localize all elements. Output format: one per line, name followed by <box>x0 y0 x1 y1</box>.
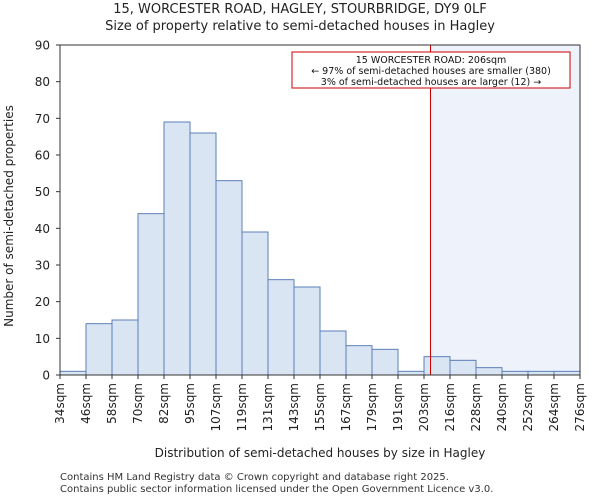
y-tick-label: 60 <box>35 149 50 163</box>
x-tick-label: 276sqm <box>573 383 587 431</box>
x-tick-label: 131sqm <box>261 383 275 431</box>
y-tick-label: 40 <box>35 222 50 236</box>
x-tick-label: 167sqm <box>339 383 353 431</box>
histogram-bar <box>85 323 113 376</box>
x-tick-label: 70sqm <box>131 383 145 424</box>
x-tick-label: 155sqm <box>313 383 327 431</box>
histogram-bar <box>553 370 581 376</box>
x-tick-label: 264sqm <box>547 383 561 431</box>
x-tick-label: 107sqm <box>209 383 223 431</box>
y-tick-label: 70 <box>35 112 50 126</box>
y-tick-label: 0 <box>42 369 50 383</box>
x-tick-label: 252sqm <box>521 383 535 431</box>
y-tick-label: 10 <box>35 332 50 346</box>
histogram-bar <box>371 348 399 376</box>
y-tick-label: 50 <box>35 185 50 199</box>
histogram-bar <box>449 359 477 376</box>
histogram-bar <box>241 231 269 376</box>
x-tick-label: 46sqm <box>79 383 93 424</box>
histogram-bar <box>189 132 217 376</box>
histogram-bar <box>137 213 165 376</box>
y-axis-label: Number of semi-detached properties <box>2 105 16 327</box>
y-tick-label: 20 <box>35 295 50 309</box>
larger-region-highlight <box>430 45 580 375</box>
x-tick-label: 179sqm <box>365 383 379 431</box>
x-tick-label: 119sqm <box>235 383 249 431</box>
x-axis-label: Distribution of semi-detached houses by … <box>155 446 486 460</box>
x-tick-label: 82sqm <box>157 383 171 424</box>
histogram-bar <box>293 286 321 376</box>
x-tick-label: 216sqm <box>443 383 457 431</box>
footer-licence: Contains public sector information licen… <box>60 484 494 495</box>
histogram-bar <box>423 356 451 376</box>
histogram-bar <box>527 370 555 376</box>
y-tick-label: 90 <box>35 39 50 53</box>
histogram-bar <box>267 279 295 376</box>
histogram-bar <box>319 330 347 376</box>
annotation-box: 15 WORCESTER ROAD: 206sqm ← 97% of semi-… <box>291 51 571 89</box>
x-tick-label: 34sqm <box>53 383 67 424</box>
histogram-chart: 0 10 20 30 40 50 60 70 80 90 34sqm 46sqm 58sqm 70sqm… <box>2 39 587 461</box>
histogram-bar <box>397 370 425 376</box>
footer-copyright: Contains HM Land Registry data © Crown c… <box>60 472 449 483</box>
x-tick-label: 203sqm <box>417 383 431 431</box>
x-tick-label: 191sqm <box>391 383 405 431</box>
y-tick-label: 80 <box>35 75 50 89</box>
annotation-line-3: 3% of semi-detached houses are larger (1… <box>321 77 541 88</box>
histogram-bar <box>163 121 191 376</box>
x-tick-label: 143sqm <box>287 383 301 431</box>
histogram-bar <box>59 370 87 376</box>
annotation-line-1: 15 WORCESTER ROAD: 206sqm <box>356 55 507 66</box>
histogram-bar <box>111 319 139 376</box>
chart-subtitle: Size of property relative to semi-detach… <box>105 19 495 34</box>
y-tick-label: 30 <box>35 259 50 273</box>
x-tick-label: 58sqm <box>105 383 119 424</box>
histogram-bar <box>345 345 373 376</box>
annotation-line-2: ← 97% of semi-detached houses are smalle… <box>311 66 551 77</box>
histogram-bar <box>475 367 503 376</box>
histogram-bar <box>501 370 529 376</box>
x-tick-label: 240sqm <box>495 383 509 431</box>
chart-title: 15, WORCESTER ROAD, HAGLEY, STOURBRIDGE,… <box>113 2 487 17</box>
x-tick-label: 228sqm <box>469 383 483 431</box>
histogram-bar <box>215 180 243 376</box>
x-tick-label: 95sqm <box>183 383 197 424</box>
